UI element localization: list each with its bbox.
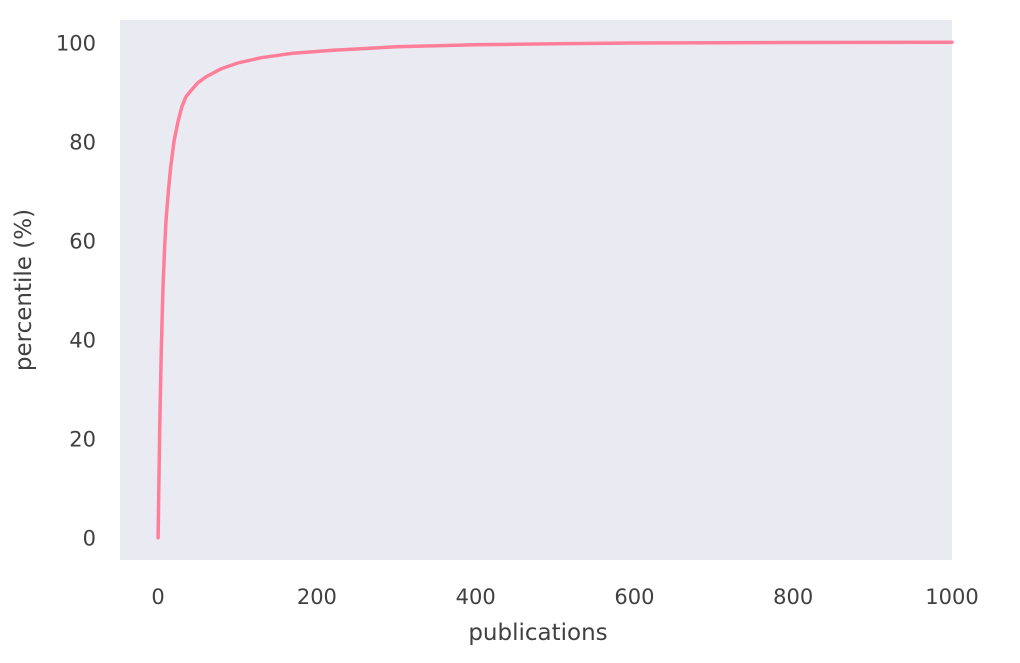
y-tick-label: 60 xyxy=(69,229,96,253)
x-tick-label: 800 xyxy=(773,585,813,609)
x-tick-label: 600 xyxy=(614,585,654,609)
y-tick-label: 20 xyxy=(69,428,96,452)
x-tick-label: 200 xyxy=(297,585,337,609)
x-tick-label: 400 xyxy=(456,585,496,609)
y-axis-label: percentile (%) xyxy=(11,209,37,371)
y-tick-label: 80 xyxy=(69,130,96,154)
y-tick-labels: 0 20 40 60 80 100 xyxy=(56,31,96,550)
plot-area xyxy=(120,20,952,560)
y-tick-label: 0 xyxy=(83,527,96,551)
x-tick-labels: 0 200 400 600 800 1000 xyxy=(151,585,978,609)
x-tick-label: 0 xyxy=(151,585,164,609)
y-tick-label: 100 xyxy=(56,31,96,55)
series-layer xyxy=(156,40,954,540)
y-tick-label: 40 xyxy=(69,329,96,353)
series-line xyxy=(156,40,954,540)
x-axis-label: publications xyxy=(468,620,607,646)
x-tick-label: 1000 xyxy=(925,585,978,609)
